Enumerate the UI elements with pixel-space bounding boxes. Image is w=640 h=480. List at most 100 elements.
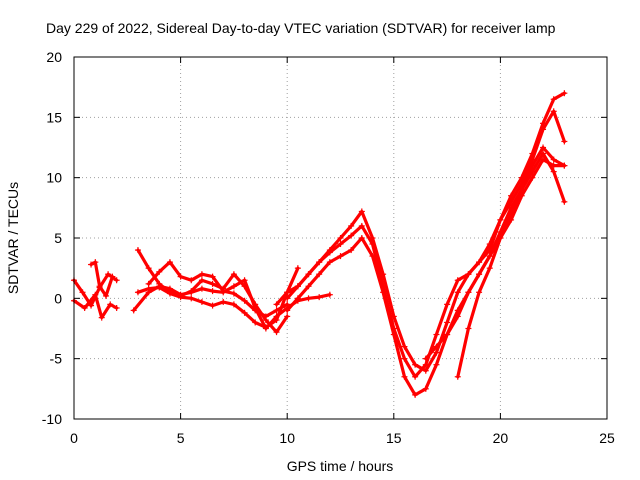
data-point-marker [550,96,557,103]
y-tick-label: -5 [50,351,63,367]
data-point-marker [209,280,216,287]
data-point-marker [529,174,536,181]
data-point-marker [422,385,429,392]
x-tick-label: 20 [493,430,509,446]
data-point-marker [401,343,408,350]
data-point-marker [284,295,291,302]
data-point-marker [230,301,237,308]
data-point-marker [177,273,184,280]
data-point-marker [465,289,472,296]
data-point-marker [476,271,483,278]
data-point-marker [284,289,291,296]
data-point-marker [540,156,547,163]
y-tick-label: 15 [46,109,62,125]
series-trace [147,260,289,318]
data-point-marker [550,168,557,175]
data-point-marker [294,295,301,302]
data-point-marker [284,313,291,320]
data-point-marker [220,288,227,295]
series-trace [456,145,567,379]
data-point-marker [380,271,387,278]
y-axis-label: SDTVAR / TECUs [5,182,21,294]
data-point-marker [220,298,227,305]
data-point-marker [113,304,120,311]
data-point-marker [348,222,355,229]
y-tick-label: 20 [46,49,62,65]
y-tick-label: -10 [42,411,62,427]
data-point-marker [188,288,195,295]
data-point-marker [105,271,112,278]
data-point-marker [444,331,451,338]
data-point-marker [130,307,137,314]
data-point-marker [561,162,568,169]
data-point-marker [337,235,344,241]
data-point-marker [209,302,216,309]
data-point-marker [294,265,301,272]
data-point-marker [476,289,483,296]
data-point-marker [88,302,95,309]
data-point-marker [166,259,173,266]
plot-frame [73,56,608,420]
data-point-marker [284,307,291,314]
data-point-marker [540,144,547,151]
data-point-marker [294,283,301,290]
data-point-marker [92,259,99,266]
data-point-marker [454,373,461,380]
data-point-marker [156,284,163,291]
data-point-marker [156,268,163,275]
data-point-marker [326,247,333,254]
series-trace [424,158,567,361]
data-point-marker [177,294,184,301]
data-point-marker [465,271,472,278]
data-point-marker [412,373,419,380]
data-point-marker [198,285,205,292]
data-point-marker [88,261,95,268]
series-trace [72,293,119,320]
data-point-marker [109,273,116,280]
data-point-marker [107,301,114,308]
data-point-marker [145,265,152,272]
data-point-marker [262,324,269,331]
data-point-marker [358,235,365,241]
data-point-marker [166,290,173,297]
data-point-marker [486,253,493,260]
y-tick-label: 0 [54,290,62,306]
data-point-marker [433,349,440,356]
axis-ticks: 0 5 10 15 20 25 -10 -5 0 5 10 15 20 [42,49,615,446]
data-point-marker [241,277,248,284]
data-point-marker [273,317,280,324]
series-arc-3 [88,259,116,299]
chart-title: Day 229 of 2022, Sidereal Day-to-day VTE… [46,20,556,36]
data-point-marker [102,292,109,299]
data-point-marker [454,277,461,284]
data-point-marker [369,235,376,241]
data-point-marker [561,138,568,145]
data-point-marker [465,325,472,332]
x-tick-label: 5 [177,430,185,446]
series-arc-9 [284,108,568,374]
data-point-marker [252,319,259,326]
data-point-marker [369,253,376,260]
data-point-marker [444,301,451,308]
data-point-marker [422,367,429,374]
data-point-marker [252,301,259,308]
data-point-marker [401,373,408,380]
data-point-marker [486,241,493,248]
data-point-marker [337,253,344,260]
data-point-marker [79,289,86,296]
series-arc-2 [71,291,120,321]
data-point-marker [241,309,248,316]
data-point-marker [390,331,397,338]
data-point-marker [92,291,99,298]
data-point-marker [241,297,248,304]
data-point-marker [145,280,152,287]
data-point-marker [433,343,440,350]
data-point-marker [198,277,205,284]
data-point-marker [273,329,280,336]
data-point-marker [433,331,440,338]
data-point-marker [305,271,312,278]
data-point-marker [113,277,120,284]
data-point-marker [454,289,461,296]
data-point-marker [550,156,557,163]
